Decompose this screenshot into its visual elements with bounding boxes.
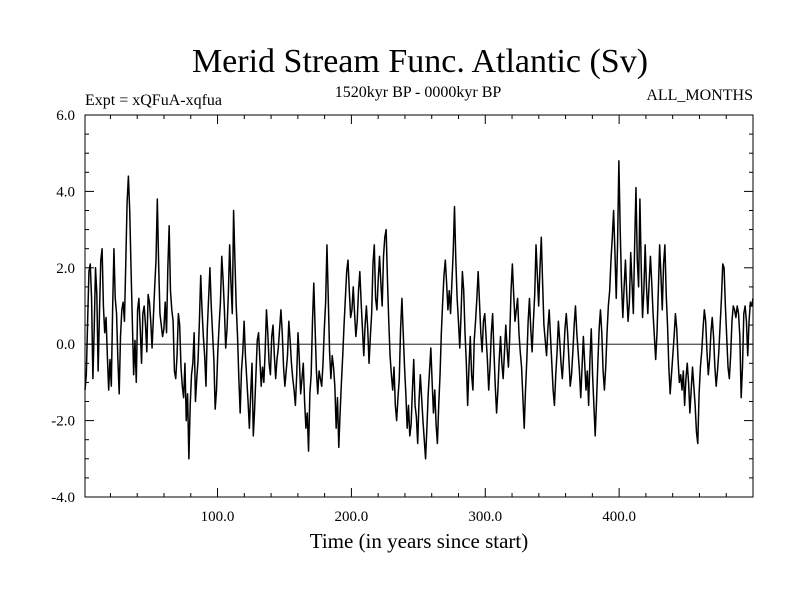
time-range-label: 1520kyr BP - 0000kyr BP	[335, 84, 502, 101]
y-tick-label: 4.0	[56, 184, 75, 200]
x-tick-label: 300.0	[468, 509, 502, 525]
y-tick-labels: -4.0 -2.0 0.0 2.0 4.0 6.0	[51, 108, 75, 506]
y-tick-label: -4.0	[51, 490, 75, 506]
x-tick-labels: 100.0 200.0 300.0 400.0	[201, 509, 636, 525]
x-tick-label: 100.0	[201, 509, 235, 525]
x-tick-label: 400.0	[602, 509, 636, 525]
x-tick-label: 200.0	[335, 509, 369, 525]
y-tick-label: 6.0	[56, 108, 75, 124]
y-axis	[85, 114, 753, 498]
x-axis-label: Time (in years since start)	[310, 529, 529, 553]
y-tick-label: 2.0	[56, 261, 75, 277]
experiment-label: Expt = xQFuA-xqfua	[85, 92, 222, 109]
chart-title: Merid Stream Func. Atlantic (Sv)	[192, 43, 648, 80]
months-label: ALL_MONTHS	[646, 87, 753, 104]
y-tick-label: 0.0	[56, 337, 75, 353]
x-axis	[109, 115, 727, 497]
series-line	[84, 160, 754, 460]
y-tick-label: -2.0	[51, 414, 75, 430]
